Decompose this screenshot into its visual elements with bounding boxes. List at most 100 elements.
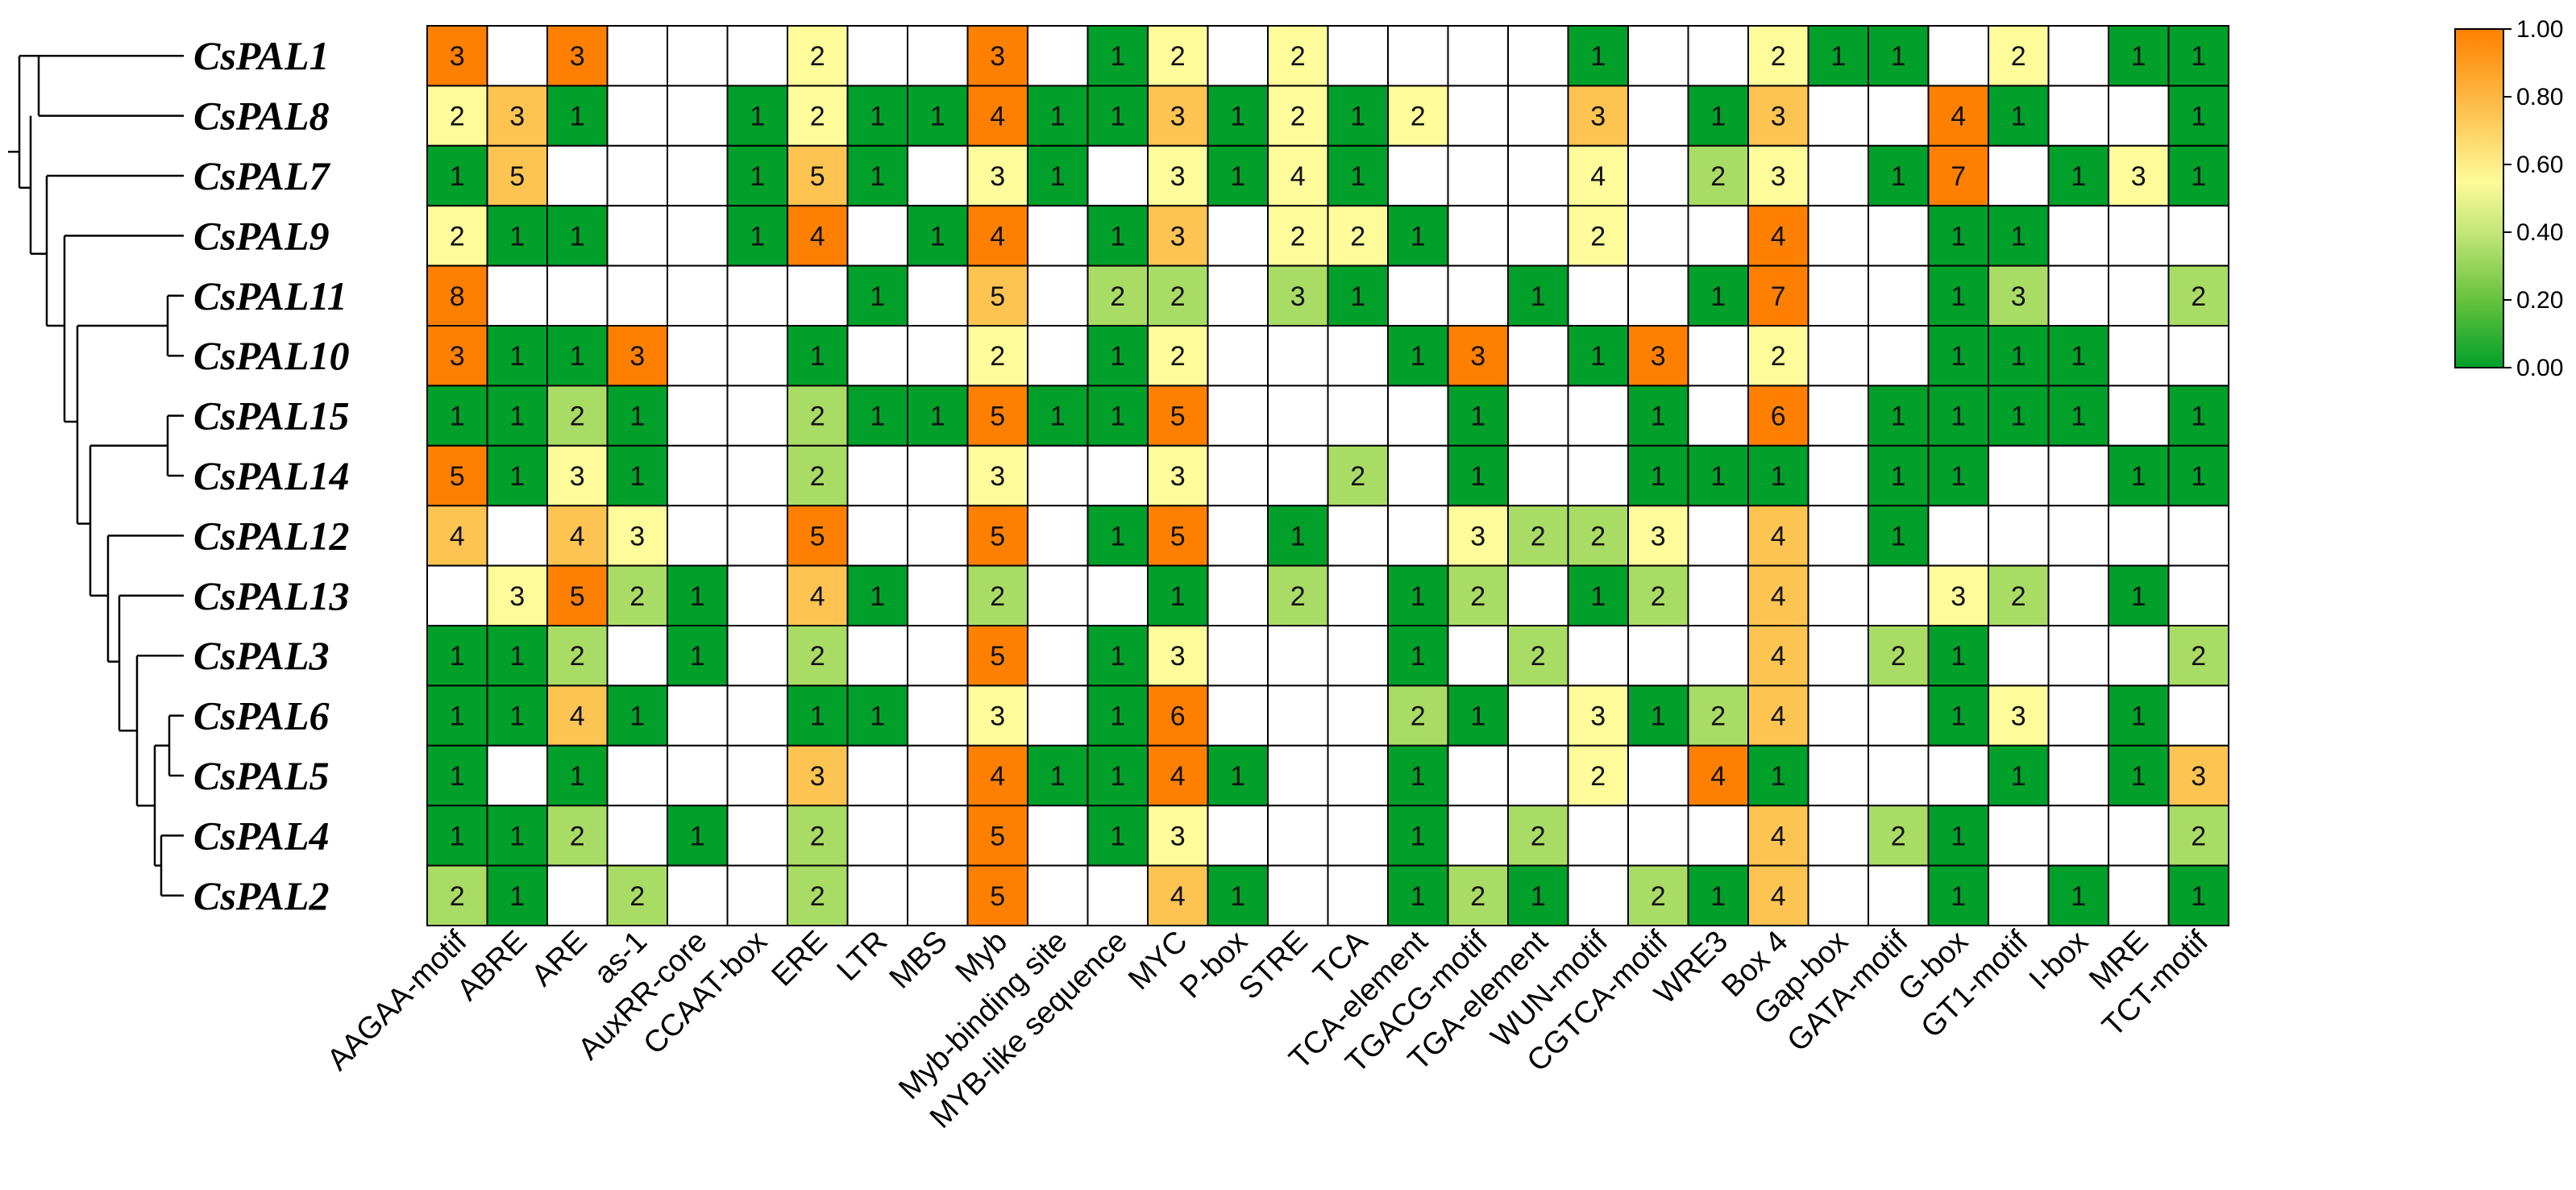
colorbar-tick-label: 0.80 [2516, 84, 2563, 110]
cell-value-CsPAL6-ERE: 1 [810, 701, 825, 732]
cell-CsPAL10-MBS [907, 325, 969, 387]
column-labels: AAGAA-motifABREAREas-1AuxRR-coreCCAAT-bo… [321, 924, 2215, 1135]
cell-CsPAL14-Myb-binding site [1027, 444, 1089, 507]
cell-value-CsPAL14-GATA-motif: 1 [1891, 461, 1906, 492]
cell-value-CsPAL4-G-box: 1 [1951, 821, 1966, 851]
cell-value-CsPAL4-TCA-element: 1 [1411, 821, 1426, 851]
cell-value-CsPAL3-ARE: 2 [570, 641, 585, 672]
cell-CsPAL12-AuxRR-core [667, 505, 729, 567]
cell-value-CsPAL14-Box 4: 1 [1771, 461, 1786, 492]
cell-CsPAL2-as-1 [606, 864, 668, 926]
cell-CsPAL11-CGTCA-motif [1627, 264, 1689, 327]
cell-value-CsPAL11-TGA-element: 1 [1531, 281, 1546, 312]
cell-value-CsPAL5-WRE3: 4 [1710, 761, 1726, 792]
cell-CsPAL15-Myb-binding site [1027, 385, 1089, 447]
cell-value-CsPAL6-Box 4: 4 [1771, 701, 1786, 732]
cell-value-CsPAL8-ARE: 1 [570, 102, 585, 132]
cell-value-CsPAL14-TGACG-motif: 1 [1470, 461, 1485, 492]
cell-CsPAL14-AuxRR-core [667, 444, 729, 507]
cell-value-CsPAL15-AAGAA-motif: 1 [450, 402, 465, 432]
cell-value-CsPAL8-LTR: 1 [870, 102, 885, 132]
cell-CsPAL10-P-box [1207, 325, 1269, 387]
cell-value-CsPAL11-MYC: 2 [1170, 281, 1186, 312]
cell-value-CsPAL6-MYB-like sequence: 1 [1110, 701, 1125, 732]
cell-CsPAL8-I-box [2047, 85, 2109, 147]
cell-value-CsPAL11-TCT-motif: 2 [2191, 281, 2206, 312]
cell-CsPAL6-WRE3 [1687, 684, 1749, 747]
col-label-ARE: ARE [526, 925, 594, 993]
cell-value-CsPAL7-GATA-motif: 1 [1891, 161, 1906, 192]
colorbar-tick-label: 0.00 [2516, 355, 2563, 381]
cell-CsPAL1-MBS [907, 25, 969, 87]
cell-CsPAL6-TCA-element [1387, 684, 1449, 747]
cell-CsPAL3-ERE [787, 625, 849, 687]
cell-CsPAL13-Gap-box [1807, 564, 1869, 626]
cell-value-CsPAL7-LTR: 1 [870, 161, 885, 192]
cell-CsPAL11-Box 4 [1747, 264, 1809, 327]
cell-value-CsPAL14-TCA: 2 [1350, 461, 1365, 492]
cell-value-CsPAL1-Box 4: 2 [1771, 41, 1786, 72]
cell-value-CsPAL9-WUN-motif: 2 [1590, 221, 1606, 252]
cell-CsPAL2-Myb-binding site [1027, 864, 1089, 926]
cell-CsPAL2-MBS [907, 864, 969, 926]
cell-CsPAL15-CGTCA-motif [1627, 385, 1689, 447]
cell-CsPAL2-Myb [966, 864, 1028, 926]
cell-value-CsPAL8-CCAAT-box: 1 [750, 102, 765, 132]
cell-value-CsPAL4-AuxRR-core: 1 [690, 821, 705, 851]
cell-CsPAL1-TGA-element [1507, 25, 1569, 87]
cell-value-CsPAL13-Myb: 2 [990, 581, 1005, 612]
cell-CsPAL11-TCA [1327, 264, 1389, 327]
cell-value-CsPAL8-MYB-like sequence: 1 [1110, 102, 1125, 132]
cell-value-CsPAL5-TCT-motif: 3 [2191, 761, 2206, 792]
cell-value-CsPAL14-AAGAA-motif: 5 [450, 461, 465, 492]
cell-CsPAL10-GATA-motif [1868, 325, 1930, 387]
cell-CsPAL10-ABRE [486, 325, 548, 387]
cell-CsPAL13-LTR [846, 564, 908, 626]
cell-CsPAL5-Myb [966, 744, 1028, 807]
cell-value-CsPAL1-Gap-box: 1 [1830, 41, 1846, 72]
cell-CsPAL4-STRE [1267, 805, 1329, 867]
cell-CsPAL13-I-box [2047, 564, 2109, 626]
cell-CsPAL13-GATA-motif [1868, 564, 1930, 626]
cell-CsPAL9-P-box [1207, 205, 1269, 267]
cell-CsPAL9-as-1 [606, 205, 668, 267]
cell-value-CsPAL12-TGA-element: 2 [1531, 521, 1546, 551]
cell-CsPAL11-TGA-element [1507, 264, 1569, 327]
row-label-CsPAL14: CsPAL14 [193, 453, 350, 498]
cell-CsPAL3-TCT-motif [2167, 625, 2229, 687]
cell-CsPAL2-MYB-like sequence [1086, 864, 1149, 926]
cell-CsPAL14-as-1 [606, 444, 668, 507]
cell-CsPAL13-CCAAT-box [726, 564, 788, 626]
cell-CsPAL8-CGTCA-motif [1627, 85, 1689, 147]
cell-CsPAL13-TCA [1327, 564, 1389, 626]
cell-CsPAL14-TGA-element [1507, 444, 1569, 507]
cell-CsPAL2-ERE [787, 864, 849, 926]
cell-CsPAL5-G-box [1927, 744, 1989, 807]
cell-value-CsPAL5-Myb: 4 [990, 761, 1005, 792]
cell-CsPAL2-P-box [1207, 864, 1269, 926]
cell-value-CsPAL8-Myb: 4 [990, 102, 1005, 132]
cell-CsPAL4-G-box [1927, 805, 1989, 867]
row-label-CsPAL6: CsPAL6 [193, 693, 330, 739]
cell-CsPAL12-MRE [2108, 505, 2170, 567]
cell-value-CsPAL7-MRE: 3 [2131, 161, 2146, 192]
cell-value-CsPAL2-WRE3: 1 [1710, 881, 1726, 912]
cell-CsPAL7-MBS [907, 144, 969, 207]
cell-value-CsPAL13-TGACG-motif: 2 [1470, 581, 1485, 612]
cell-value-CsPAL14-WRE3: 1 [1710, 461, 1726, 492]
cell-CsPAL5-Gap-box [1807, 744, 1869, 807]
cell-CsPAL1-P-box [1207, 25, 1269, 87]
cell-CsPAL10-G-box [1927, 325, 1989, 387]
row-label-CsPAL3: CsPAL3 [193, 633, 330, 678]
cell-CsPAL11-TGACG-motif [1447, 264, 1509, 327]
cell-CsPAL9-WUN-motif [1567, 205, 1629, 267]
cell-value-CsPAL1-GATA-motif: 1 [1891, 41, 1906, 72]
cell-CsPAL6-GATA-motif [1868, 684, 1930, 747]
cell-value-CsPAL15-TCT-motif: 1 [2191, 402, 2206, 432]
cell-CsPAL2-LTR [846, 864, 908, 926]
cell-CsPAL6-TGA-element [1507, 684, 1569, 747]
cell-CsPAL6-ARE [546, 684, 609, 747]
cell-value-CsPAL4-TGA-element: 2 [1531, 821, 1546, 851]
cell-value-CsPAL5-P-box: 1 [1230, 761, 1245, 792]
cell-value-CsPAL2-TGACG-motif: 2 [1470, 881, 1485, 912]
